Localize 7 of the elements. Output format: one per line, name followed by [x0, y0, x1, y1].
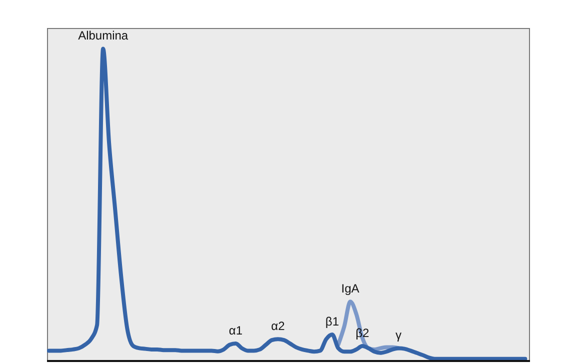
annotation: γ — [396, 328, 402, 342]
annotation: α2 — [271, 319, 286, 334]
annotation: α1 — [228, 324, 243, 338]
annotation: β1 — [325, 314, 340, 328]
text: Albumina — [78, 28, 128, 43]
annotation: β2 — [356, 326, 370, 340]
annotation: IgA — [341, 282, 360, 296]
